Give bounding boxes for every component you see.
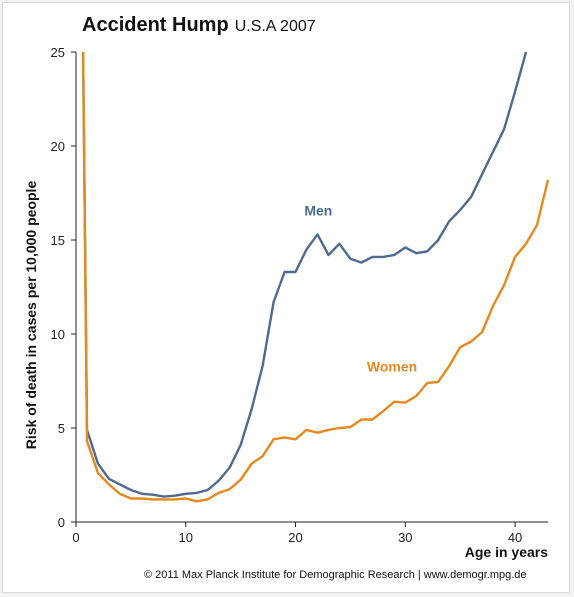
labels-layer: Men Women xyxy=(304,203,417,375)
series-line-men xyxy=(81,52,528,498)
series-label-men: Men xyxy=(304,203,332,219)
credit-line: © 2011 Max Planck Institute for Demograp… xyxy=(144,569,527,581)
credit-text: © 2011 Max Planck Institute for Demograp… xyxy=(144,569,415,581)
credit-url-link[interactable]: www.demogr.mpg.de xyxy=(423,569,527,581)
series-line-women xyxy=(81,52,550,503)
y-tick-label: 15 xyxy=(51,233,65,248)
x-axis-label: Age in years xyxy=(465,544,548,560)
y-tick-label: 5 xyxy=(58,421,65,436)
x-tick-label: 0 xyxy=(72,530,79,545)
y-tick-label: 20 xyxy=(51,139,65,154)
x-tick-label: 20 xyxy=(288,530,302,545)
chart-frame xyxy=(2,2,570,593)
credit-separator: | xyxy=(417,569,421,581)
x-tick-label: 10 xyxy=(179,530,193,545)
chart-subtitle: U.S.A 2007 xyxy=(234,18,316,35)
x-tick-label: 40 xyxy=(508,530,522,545)
series-layer xyxy=(81,52,550,503)
chart-title: Accident Hump U.S.A 2007 xyxy=(82,14,316,37)
y-tick-label: 0 xyxy=(58,515,65,530)
y-tick-label: 10 xyxy=(51,327,65,342)
series-label-women: Women xyxy=(367,359,417,375)
y-tick-label: 25 xyxy=(51,45,65,60)
chart-title-main: Accident Hump xyxy=(82,14,229,36)
x-tick-label: 30 xyxy=(398,530,412,545)
y-axis-label: Risk of death in cases per 10,000 people xyxy=(23,181,39,450)
